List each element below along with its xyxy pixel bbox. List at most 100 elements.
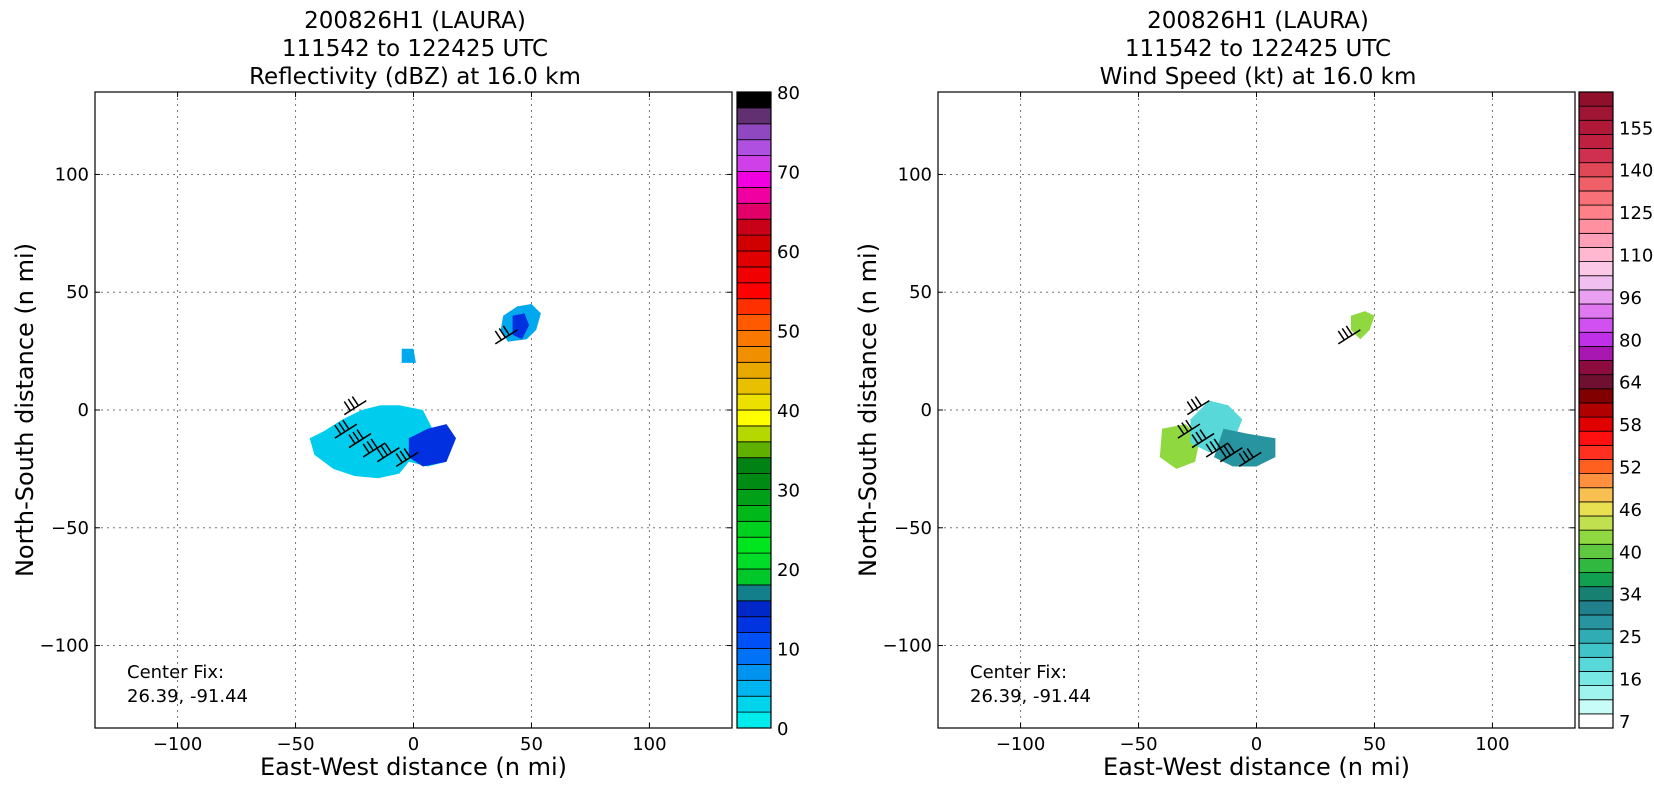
chart-title-line: 200826H1 (LAURA) (304, 8, 526, 34)
colorbar-tick-label: 125 (1619, 203, 1653, 224)
x-tick-label: 50 (1363, 734, 1386, 755)
wind-region-northeast_cell (1350, 311, 1375, 340)
colorbar-tick-label: 64 (1619, 373, 1642, 394)
colorbar-cell (736, 648, 772, 665)
colorbar-cell (1578, 515, 1614, 531)
chart-title-line: 111542 to 122425 UTC (282, 36, 548, 62)
colorbar-cell (1578, 459, 1614, 475)
colorbar-cell (736, 186, 772, 204)
colorbar-cell (736, 107, 772, 125)
colorbar-tick-label: 20 (777, 560, 800, 581)
colorbar-cell (736, 616, 772, 634)
x-tick-label: −50 (277, 734, 315, 755)
colorbar-cell (736, 218, 772, 236)
colorbar-cell (1578, 360, 1614, 376)
colorbar-cell (736, 664, 772, 681)
colorbar-cell (1578, 148, 1614, 164)
colorbar-cell (736, 489, 772, 506)
colorbar-cell (736, 457, 772, 475)
colorbar-cell (1578, 487, 1614, 503)
y-axis-label: North-South distance (n mi) (11, 243, 39, 577)
colorbar-cell (1578, 190, 1614, 206)
y-tick-label: 50 (909, 282, 932, 303)
colorbar-cell (736, 139, 772, 156)
center-fix-value: 26.39, -91.44 (127, 686, 248, 707)
colorbar-cell (1578, 232, 1614, 248)
colorbar-frame (736, 91, 772, 729)
x-tick-label: −50 (1120, 734, 1158, 755)
colorbar-cell (1578, 543, 1614, 559)
x-tick-label: 0 (1251, 734, 1262, 755)
colorbar-tick-label: 25 (1619, 627, 1642, 648)
colorbar-cell (736, 441, 772, 459)
y-tick-label: −100 (40, 636, 89, 657)
colorbar-cell (1578, 275, 1614, 291)
colorbar-tick-label: 60 (777, 242, 800, 263)
wind-barb (1186, 396, 1210, 416)
colorbar-cell (1578, 699, 1614, 715)
colorbar-cell (736, 91, 772, 109)
x-tick-label: 100 (1475, 734, 1509, 755)
colorbar-cell (1578, 671, 1614, 687)
wind-barb (348, 429, 372, 449)
center-fix-value: 26.39, -91.44 (970, 686, 1091, 707)
colorbar-tick-label: 40 (777, 401, 800, 422)
colorbar-cell (736, 266, 772, 284)
wind-region-west_green (1159, 424, 1200, 469)
colorbar-cell (1578, 416, 1614, 432)
colorbar-cell (736, 711, 772, 729)
colorbar-tick-label: 40 (1619, 542, 1642, 563)
colorbar-tick-label: 10 (777, 640, 800, 661)
colorbar-cell (1578, 218, 1614, 234)
echo-region-small (401, 348, 416, 363)
colorbar-cell (736, 568, 772, 586)
wind-barb (1337, 325, 1361, 345)
colorbar-cell (1578, 558, 1614, 573)
wind-barb (1191, 429, 1215, 449)
colorbar-tick-label: 110 (1619, 246, 1653, 267)
wind-barb (494, 325, 518, 345)
y-tick-label: 100 (55, 164, 89, 185)
colorbar-cell (1578, 204, 1614, 220)
y-tick-label: 100 (898, 164, 932, 185)
wind-barb (1238, 447, 1262, 468)
center-fix-label: Center Fix: (970, 662, 1067, 683)
chart-panel-2: 200826H1 (LAURA)111542 to 122425 UTCWind… (854, 8, 1653, 781)
colorbar-cell (736, 202, 772, 220)
wind-barb (1219, 443, 1243, 463)
colorbar-tick-label: 30 (777, 481, 800, 502)
colorbar-cell (736, 473, 772, 490)
y-axis-label: North-South distance (n mi) (854, 243, 882, 577)
colorbar-cell (736, 155, 772, 172)
wind-barb (1177, 419, 1201, 439)
colorbar-cell (736, 393, 772, 411)
x-tick-label: 100 (632, 734, 666, 755)
wind-region-teal_core (1214, 428, 1276, 467)
colorbar-cell (736, 282, 772, 300)
colorbar-cell (736, 695, 772, 713)
colorbar-cell (736, 361, 772, 379)
colorbar-cell (1578, 176, 1614, 192)
colorbar-cell (736, 330, 772, 347)
colorbar-cell (1578, 642, 1614, 658)
colorbar-tick-label: 96 (1619, 288, 1642, 309)
colorbar-cell (1578, 289, 1614, 305)
colorbar-tick-label: 16 (1619, 670, 1642, 691)
colorbar-cell (736, 504, 772, 522)
x-tick-label: 50 (520, 734, 543, 755)
colorbar-cell (736, 298, 772, 316)
colorbar-cell (736, 123, 772, 141)
colorbar-cell (1578, 572, 1614, 588)
colorbar-tick-label: 80 (1619, 330, 1642, 351)
colorbar-cell (1578, 501, 1614, 517)
data-layer (1159, 311, 1375, 469)
colorbar-tick-label: 58 (1619, 415, 1642, 436)
x-axis-label: East-West distance (n mi) (1103, 753, 1410, 781)
colorbar-cell (1578, 529, 1614, 545)
colorbar-cell (1578, 388, 1614, 404)
colorbar-cell (736, 314, 772, 331)
colorbar-cell (736, 520, 772, 538)
wind-barb (343, 396, 367, 416)
colorbar-tick-label: 155 (1619, 118, 1653, 139)
